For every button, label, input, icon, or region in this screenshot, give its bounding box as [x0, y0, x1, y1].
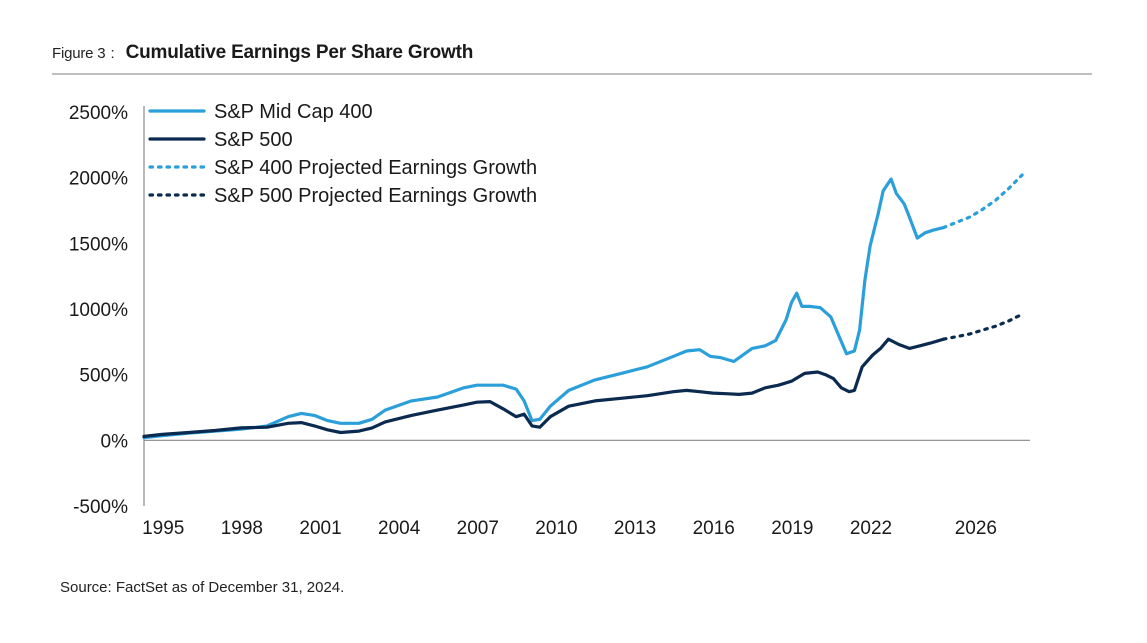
x-tick-label: 2016: [693, 518, 735, 539]
y-tick-label: 1000%: [69, 300, 128, 321]
x-tick-label: 2010: [535, 518, 577, 539]
x-tick-label: 2007: [457, 518, 499, 539]
y-tick-label: 0%: [101, 431, 129, 452]
series-line-1: [142, 177, 946, 440]
figure-label: Figure 3: [52, 45, 106, 62]
title-divider: [52, 73, 1092, 75]
x-tick-label: 2019: [771, 518, 813, 539]
x-tick-label: 2001: [299, 518, 341, 539]
x-tick-label: 2013: [614, 518, 656, 539]
y-tick-label: 2000%: [69, 169, 128, 190]
figure-title: Figure 3 : Cumulative Earnings Per Share…: [52, 42, 473, 64]
legend-label: S&P Mid Cap 400: [214, 101, 373, 123]
y-tick-label: 500%: [79, 366, 128, 387]
x-tick-label: 2022: [850, 518, 892, 539]
figure-separator: :: [110, 45, 115, 62]
x-tick-label: 2004: [378, 518, 421, 539]
series-line-2: [142, 337, 946, 438]
chart-title: Cumulative Earnings Per Share Growth: [125, 42, 474, 63]
legend-label: S&P 500 Projected Earnings Growth: [214, 185, 537, 207]
y-tick-label: -500%: [73, 497, 128, 518]
series-line-4: [941, 312, 1024, 341]
legend-label: S&P 400 Projected Earnings Growth: [214, 157, 537, 179]
x-tick-label: 1995: [142, 518, 184, 539]
x-tick-label: 2026: [955, 518, 997, 539]
y-tick-label: 1500%: [69, 234, 128, 255]
y-tick-label: 2500%: [69, 103, 128, 124]
legend-label: S&P 500: [214, 129, 293, 151]
source-note: Source: FactSet as of December 31, 2024.: [60, 579, 345, 596]
x-tick-label: 1998: [221, 518, 263, 539]
series-line-3: [941, 173, 1024, 230]
